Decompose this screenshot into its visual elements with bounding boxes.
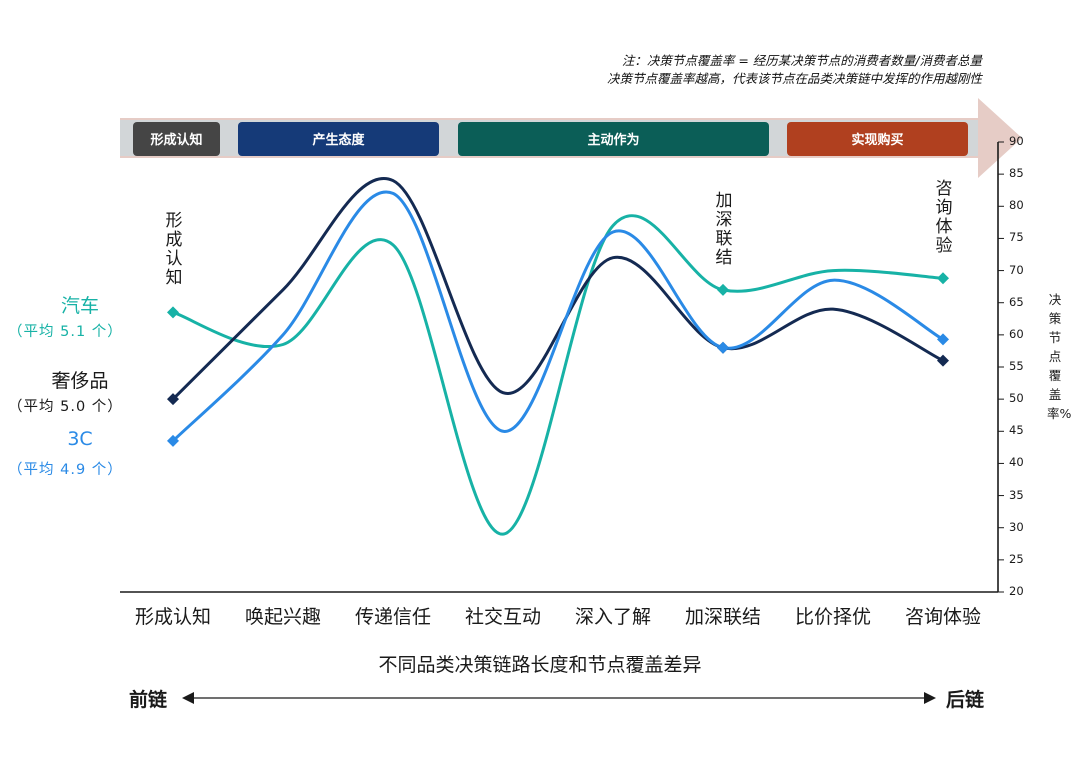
x-tick-label: 形成认知 — [134, 606, 211, 628]
legend-avg-car: （平均 5.1 个） — [8, 324, 123, 340]
x-tick-label: 传递信任 — [354, 606, 431, 628]
y-tick-label: 75 — [1009, 230, 1024, 245]
y-tick-label: 30 — [1009, 519, 1024, 534]
series-marker-3c — [937, 333, 949, 346]
y-tick-label: 25 — [1009, 551, 1024, 566]
back-chain-label: 后链 — [946, 689, 985, 711]
y-tick-label: 35 — [1009, 487, 1024, 502]
stage-label-2: 主动作为 — [587, 132, 639, 148]
legend-avg-3c: （平均 4.9 个） — [8, 462, 123, 478]
x-tick-label: 社交互动 — [464, 606, 541, 628]
y-tick-label: 80 — [1009, 198, 1024, 213]
stage-label-1: 产生态度 — [312, 132, 365, 148]
stage-box-2 — [458, 122, 769, 156]
series-marker-car — [167, 306, 179, 319]
y-tick-label: 70 — [1009, 262, 1024, 277]
series-line-car — [171, 214, 945, 536]
legend-name-luxury: 奢侈品 — [51, 370, 109, 392]
series-marker-3c — [717, 341, 729, 354]
y-tick-label: 90 — [1009, 134, 1024, 148]
series-marker-3c — [167, 434, 179, 447]
y-tick-label: 60 — [1009, 326, 1024, 341]
stage-box-1 — [238, 122, 439, 156]
y-tick-label: 85 — [1009, 166, 1024, 181]
node-label-deepen: 加深联结 — [715, 191, 733, 268]
front-chain-label: 前链 — [129, 689, 168, 711]
series-line-3c — [171, 190, 945, 443]
x-tick-label: 唤起兴趣 — [244, 606, 321, 628]
y-tick-label: 55 — [1009, 359, 1024, 373]
y-tick-label: 45 — [1009, 423, 1024, 438]
y-axis-title: 决策节点覆盖率% — [1047, 292, 1072, 421]
node-label-cognition: 形成认知 — [165, 211, 183, 288]
stage-label-0: 形成认知 — [150, 132, 202, 148]
series-marker-luxury — [937, 354, 949, 367]
series-marker-luxury — [167, 393, 179, 406]
note-line-2: 决策节点覆盖率越高，代表该节点在品类决策链中发挥的作用越刚性 — [606, 71, 982, 86]
stage-box-0 — [133, 122, 220, 156]
y-tick-label: 20 — [1009, 584, 1024, 598]
legend-name-3c: 3C — [67, 428, 93, 450]
series-marker-car — [937, 272, 949, 285]
node-label-consult: 咨询体验 — [935, 179, 953, 256]
y-tick-label: 65 — [1009, 294, 1024, 309]
legend-name-car: 汽车 — [60, 295, 99, 317]
stage-label-3: 实现购买 — [851, 132, 903, 148]
x-tick-label: 咨询体验 — [904, 606, 981, 628]
chain-arrow-right-head — [924, 692, 936, 704]
stage-box-3 — [787, 122, 968, 156]
x-tick-label: 深入了解 — [574, 606, 651, 628]
series-marker-car — [717, 283, 729, 296]
series-line-luxury — [171, 176, 945, 401]
chart-caption: 不同品类决策链路长度和节点覆盖差异 — [378, 654, 702, 676]
chain-arrow-left-head — [182, 692, 194, 704]
legend-avg-luxury: （平均 5.0 个） — [8, 399, 123, 415]
x-tick-label: 加深联结 — [684, 606, 761, 628]
note-line-1: 注：决策节点覆盖率 = 经历某决策节点的消费者数量/消费者总量 — [621, 53, 982, 68]
x-tick-label: 比价择优 — [794, 606, 871, 628]
y-tick-label: 40 — [1009, 455, 1024, 470]
y-tick-label: 50 — [1009, 391, 1024, 406]
